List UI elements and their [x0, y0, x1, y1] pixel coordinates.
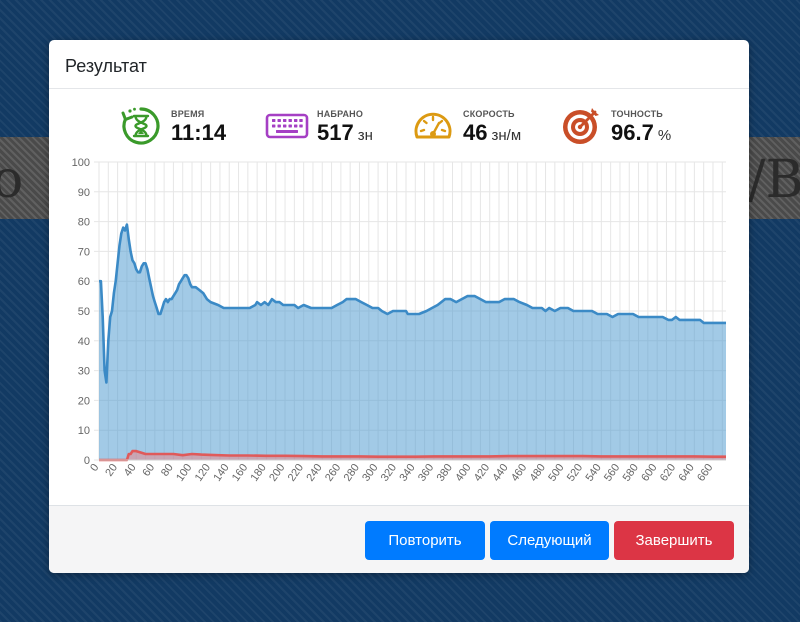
series-area-0	[99, 224, 726, 460]
stat-speed-value: 46 зн/м	[463, 120, 522, 145]
x-tick-label: 560	[602, 462, 622, 484]
x-tick-label: 260	[323, 462, 343, 484]
x-tick-label: 400	[453, 462, 473, 484]
modal-header: Результат	[49, 40, 749, 89]
x-tick-label: 120	[193, 462, 213, 484]
x-tick-label: 520	[565, 462, 585, 484]
y-tick-label: 30	[78, 366, 90, 378]
modal-footer: Повторить Следующий Завершить	[49, 505, 749, 573]
stat-time-value: 11:14	[171, 120, 227, 145]
x-tick-label: 360	[416, 462, 436, 484]
background-text-right: /B	[748, 150, 800, 210]
x-tick-label: 480	[528, 462, 548, 484]
stat-typed-label: НАБРАНО	[317, 109, 364, 119]
series-line-1	[99, 449, 726, 462]
x-tick-label: 440	[490, 462, 510, 484]
hourglass-timer-icon	[121, 107, 160, 145]
y-tick-label: 10	[78, 425, 90, 437]
y-tick-label: 100	[72, 157, 90, 169]
repeat-button[interactable]: Повторить	[365, 521, 485, 560]
x-tick-label: 300	[360, 462, 380, 484]
x-tick-label: 580	[621, 462, 641, 484]
x-tick-label: 280	[342, 462, 362, 484]
x-tick-label: 20	[103, 462, 120, 479]
x-tick-label: 640	[676, 462, 696, 484]
x-tick-label: 160	[230, 462, 250, 484]
x-tick-label: 320	[379, 462, 399, 484]
y-tick-label: 50	[78, 306, 90, 318]
x-tick-label: 500	[546, 462, 566, 484]
x-tick-label: 420	[472, 462, 492, 484]
x-tick-label: 460	[509, 462, 529, 484]
y-tick-label: 0	[84, 455, 90, 467]
x-tick-label: 600	[639, 462, 659, 484]
y-tick-label: 90	[78, 187, 90, 199]
background-text-left: o	[0, 150, 24, 210]
x-tick-label: 540	[583, 462, 603, 484]
x-tick-label: 100	[174, 462, 194, 484]
y-tick-label: 80	[78, 217, 90, 229]
stat-speed-unit: зн/м	[491, 127, 522, 144]
x-tick-label: 40	[122, 462, 139, 479]
y-tick-label: 20	[78, 395, 90, 407]
y-tick-label: 70	[78, 246, 90, 258]
x-tick-label: 0	[88, 462, 101, 474]
x-tick-label: 80	[159, 462, 176, 479]
stat-accuracy-value: 96.7%	[611, 120, 672, 145]
finish-button[interactable]: Завершить	[614, 521, 734, 560]
x-tick-label: 140	[211, 462, 231, 484]
keyboard-icon	[265, 113, 309, 139]
stat-speed-label: СКОРОСТЬ	[463, 109, 515, 119]
modal-title: Результат	[65, 56, 147, 76]
x-tick-label: 220	[286, 462, 306, 484]
series-line-0	[99, 223, 726, 384]
stat-typed-value: 517 зн	[317, 120, 373, 145]
stat-accuracy-unit: %	[657, 127, 672, 144]
x-tick-label: 380	[435, 462, 455, 484]
stats-bar: ВРЕМЯ 11:14 НАБРАНО 517 зн	[49, 104, 749, 148]
stat-time-label: ВРЕМЯ	[171, 109, 205, 119]
stat-typed-unit: зн	[357, 127, 373, 144]
x-tick-label: 340	[397, 462, 417, 484]
next-button[interactable]: Следующий	[490, 521, 609, 560]
stat-accuracy-label: ТОЧНОСТЬ	[611, 109, 663, 119]
result-modal: Результат ВРЕМЯ 11:14	[49, 40, 749, 573]
speedometer-icon	[414, 112, 452, 139]
x-tick-label: 660	[695, 462, 715, 484]
x-tick-label: 240	[304, 462, 324, 484]
target-icon	[563, 108, 599, 144]
x-tick-label: 620	[658, 462, 678, 484]
x-tick-label: 200	[267, 462, 287, 484]
y-tick-label: 60	[78, 276, 90, 288]
series-area-1	[99, 451, 726, 460]
x-tick-label: 60	[140, 462, 157, 479]
y-tick-label: 40	[78, 336, 90, 348]
x-tick-label: 180	[249, 462, 269, 484]
